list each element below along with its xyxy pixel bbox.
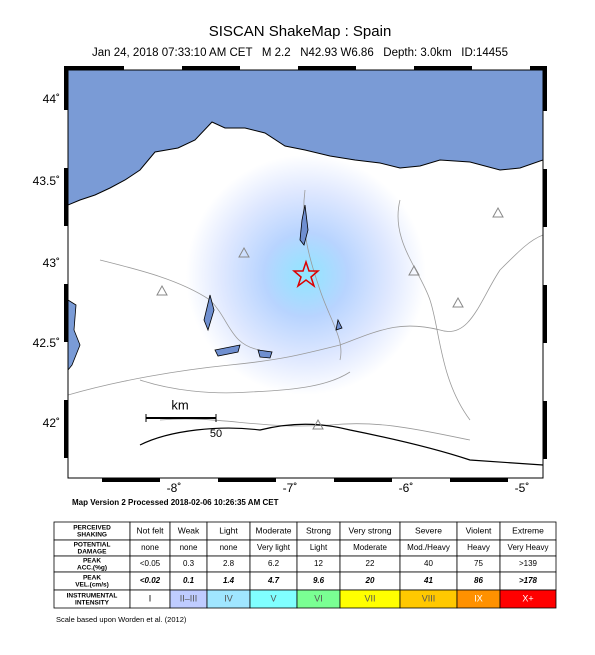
legend-value: IV: [224, 593, 233, 603]
legend-value: Moderate: [353, 543, 387, 552]
lat-label: 42.5˚: [33, 336, 60, 350]
legend-value: 1.4: [223, 576, 235, 585]
legend-value: 86: [474, 576, 483, 585]
legend-value: Moderate: [256, 525, 292, 535]
subtitle: Jan 24, 2018 07:33:10 AM CET M 2.2 N42.9…: [92, 47, 508, 59]
lat-label: 43.5˚: [33, 174, 60, 188]
legend-value: VI: [314, 593, 323, 603]
legend-value: 40: [424, 559, 433, 568]
legend-value: Severe: [415, 525, 442, 535]
legend-value: I: [149, 593, 152, 603]
scale-label: km: [171, 397, 188, 412]
river: [139, 371, 351, 394]
scale-value: 50: [210, 428, 222, 440]
river: [159, 418, 471, 441]
legend-value: Strong: [306, 525, 331, 535]
legend-row-label: INSTRUMENTAL INTENSITY: [67, 592, 118, 606]
reservoir: [257, 349, 273, 359]
legend-value: Violent: [466, 525, 492, 535]
legend-value: none: [220, 543, 238, 552]
legend-value: V: [270, 593, 276, 603]
epicenter: [291, 259, 321, 289]
legend-value: >139: [519, 559, 538, 568]
legend-value: Light: [219, 525, 238, 535]
legend-cell: [499, 589, 557, 609]
legend-value: Very Heavy: [508, 543, 549, 552]
legend-value: VIII: [422, 593, 436, 603]
river: [68, 234, 543, 396]
intensity-legend: PERCEIVED SHAKING Not felt Weak Light Moderat…: [53, 521, 557, 609]
legend-value: Light: [310, 543, 328, 552]
legend-value: Very strong: [349, 525, 392, 535]
legend-value: Very light: [257, 543, 291, 552]
legend-value: 20: [365, 576, 375, 585]
ocean: [68, 70, 543, 206]
map-version: Map Version 2 Processed 2018-02-06 10:26…: [72, 498, 279, 507]
legend-value: 2.8: [223, 559, 235, 568]
border: [139, 423, 543, 466]
legend-value: 6.2: [268, 559, 280, 568]
footnote: Scale based upon Worden et al. (2012): [56, 615, 187, 624]
legend-value: 12: [314, 559, 323, 568]
legend-value: Not felt: [137, 525, 165, 535]
legend-value: 41: [423, 576, 433, 585]
lat-label: 43˚: [43, 256, 60, 270]
legend-value: none: [141, 543, 159, 552]
legend-value: Weak: [178, 525, 200, 535]
reservoir: [203, 294, 215, 332]
legend-value: 75: [474, 559, 483, 568]
legend-row-label: PEAK ACC.(%g): [77, 557, 107, 571]
legend-value: VII: [364, 593, 375, 603]
legend-value: Mod./Heavy: [407, 543, 450, 552]
lon-label: -5˚: [515, 481, 530, 495]
legend-value: 9.6: [313, 576, 325, 585]
reservoir: [214, 344, 241, 357]
reservoir: [335, 318, 343, 331]
legend-value: none: [180, 543, 198, 552]
legend-value: IX: [474, 593, 483, 603]
ocean: [68, 299, 81, 371]
legend-value: <0.02: [140, 576, 161, 585]
lat-label: 42˚: [43, 416, 60, 430]
legend-row-label: PEAK VEL.(cm/s): [75, 574, 109, 588]
legend-value: Extreme: [512, 525, 544, 535]
map-border: [64, 66, 547, 482]
stations: [156, 206, 504, 430]
legend-value: 22: [366, 559, 375, 568]
legend-value: 4.7: [267, 576, 280, 585]
legend-value: II–III: [180, 593, 198, 603]
legend-value: 0.1: [183, 576, 195, 585]
legend-row-label: POTENTIAL DAMAGE: [74, 541, 111, 555]
legend-value: <0.05: [140, 559, 161, 568]
lon-label: -7˚: [283, 481, 298, 495]
lat-label: 44˚: [43, 92, 60, 106]
reservoir: [299, 204, 309, 246]
legend-value: Heavy: [467, 543, 490, 552]
lon-label: -8˚: [167, 481, 182, 495]
map: [68, 70, 543, 478]
title: SISCAN ShakeMap : Spain: [209, 23, 392, 40]
scale-bar: km 50: [145, 397, 222, 440]
legend-value: X+: [522, 593, 533, 603]
legend-row-label: PERCEIVED SHAKING: [73, 524, 111, 538]
legend-value: >178: [519, 576, 538, 585]
legend-value: 0.3: [183, 559, 195, 568]
lon-label: -6˚: [399, 481, 414, 495]
river: [397, 199, 471, 421]
